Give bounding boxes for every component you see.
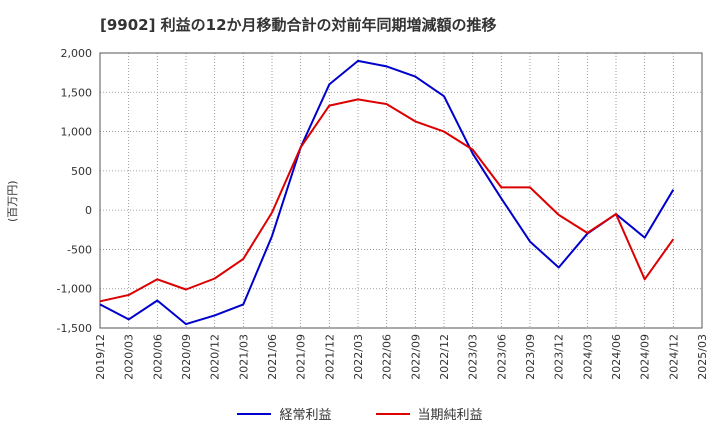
y-tick-label: 2,000: [61, 47, 93, 60]
y-tick-label: -1,000: [57, 283, 92, 296]
y-tick-label: 1,500: [61, 86, 93, 99]
series-layer: [99, 59, 675, 326]
axis-layer: 2,000 1,500 1,000 500 0 -500 -1,000 -1,5002019/…: [57, 47, 709, 380]
y-tick-label: 0: [85, 204, 92, 217]
x-tick-label: 2023/06: [495, 334, 508, 380]
y-tick-label: -1,500: [57, 322, 92, 335]
legend-swatch-net-profit: [375, 412, 410, 415]
x-tick-label: 2024/09: [639, 334, 652, 380]
x-tick-label: 2025/03: [696, 334, 709, 380]
plot-frame: [99, 52, 703, 329]
x-tick-label: 2022/09: [409, 334, 422, 380]
legend-label-ordinary-profit: 経常利益: [279, 408, 332, 423]
x-tick-label: 2021/06: [266, 334, 279, 380]
x-tick-label: 2024/12: [667, 334, 680, 380]
legend: 経常利益 当期純利益: [0, 404, 720, 423]
x-tick-label: 2020/03: [123, 334, 136, 380]
x-tick-label: 2021/12: [323, 334, 336, 380]
y-tick-label: -500: [67, 243, 92, 256]
plot-area: [100, 53, 702, 328]
x-tick-label: 2020/06: [151, 334, 164, 380]
x-tick-label: 2020/09: [180, 334, 193, 380]
x-tick-label: 2023/03: [467, 334, 480, 380]
legend-swatch-ordinary-profit: [237, 412, 272, 415]
y-tick-label: 1,000: [61, 126, 93, 139]
legend-item-ordinary-profit: 経常利益: [237, 404, 332, 423]
x-tick-label: 2021/09: [295, 334, 308, 380]
series-line-0: [99, 59, 675, 326]
series-line-1: [99, 98, 675, 303]
x-tick-label: 2021/03: [237, 334, 250, 380]
chart-title: [9902] 利益の12か月移動合計の対前年同期増減額の推移: [100, 16, 497, 34]
grid-layer: [99, 52, 703, 329]
x-tick-label: 2022/12: [438, 334, 451, 380]
x-tick-label: 2023/12: [553, 334, 566, 380]
x-tick-label: 2024/06: [610, 334, 623, 380]
legend-item-net-profit: 当期純利益: [375, 404, 483, 423]
y-tick-label: 500: [71, 165, 92, 178]
x-tick-label: 2023/09: [524, 334, 537, 380]
x-tick-label: 2022/06: [381, 334, 394, 380]
x-tick-label: 2024/03: [581, 334, 594, 380]
x-tick-label: 2022/03: [352, 334, 365, 380]
x-tick-label: 2019/12: [94, 334, 107, 380]
legend-label-net-profit: 当期純利益: [417, 408, 483, 423]
x-tick-label: 2020/12: [209, 334, 222, 380]
